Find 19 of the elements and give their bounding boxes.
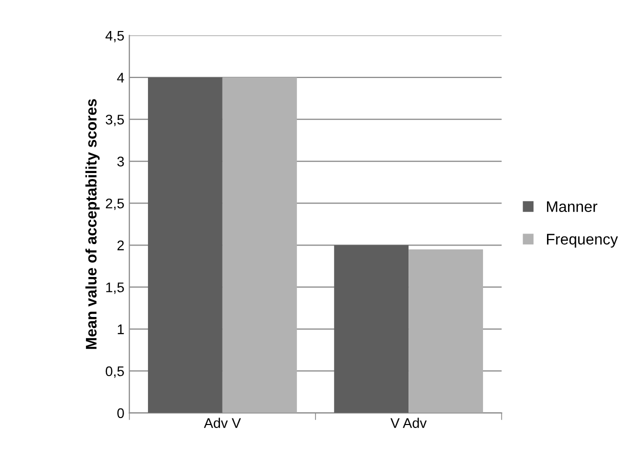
y-tick-label: 2 — [117, 240, 124, 250]
legend-label: Frequency — [547, 234, 618, 248]
x-tick-label: V Adv — [390, 418, 427, 428]
y-tick-label: 1,5 — [106, 282, 124, 294]
x-tick-label: Adv V — [204, 418, 241, 428]
legend-label: Manner — [547, 201, 598, 212]
y-tick-label: 4 — [117, 72, 124, 82]
bar — [408, 249, 484, 413]
y-tick-label: 1 — [118, 324, 124, 334]
y-axis-title: Mean value of acceptability scores — [85, 99, 100, 349]
y-tick-label: 0,5 — [106, 366, 124, 378]
bar — [334, 245, 409, 413]
y-tick-label: 3,5 — [106, 114, 124, 126]
y-tick-label: 4,5 — [106, 30, 124, 42]
bar — [148, 77, 222, 413]
bar — [222, 77, 297, 413]
y-tick-label: 3 — [117, 156, 124, 166]
y-tick-label: 0 — [117, 408, 124, 418]
y-tick-label: 2,5 — [106, 198, 124, 210]
